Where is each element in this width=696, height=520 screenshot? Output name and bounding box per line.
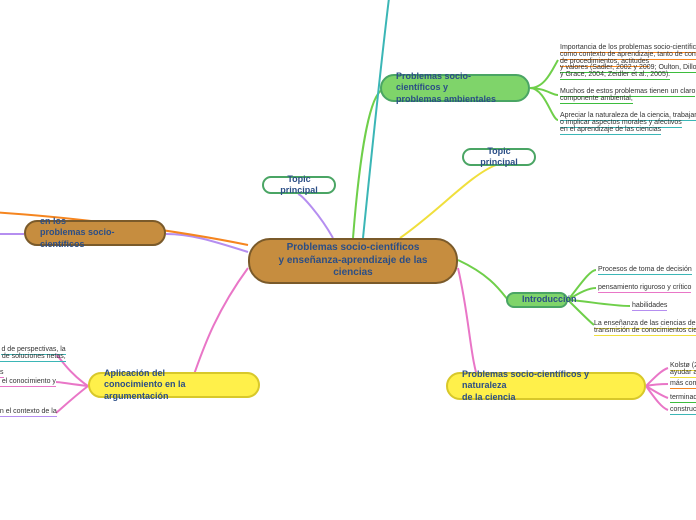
- edge: [530, 60, 558, 88]
- edge: [646, 386, 668, 410]
- leaf-text: Muchos de estos problemas tienen un clar…: [560, 88, 695, 102]
- branch-nat[interactable]: Problemas socio-científicos y naturaleza…: [446, 372, 646, 400]
- edge: [400, 165, 496, 238]
- topic-principal-2[interactable]: Topic principal: [462, 148, 536, 166]
- leaf-text: Apreciar la naturaleza de la ciencia, tr…: [560, 112, 696, 133]
- leaf-text: pensamiento riguroso y crítico: [598, 284, 691, 291]
- leaf-text: n el conocimiento y: [0, 378, 56, 385]
- leaf-text: s: [0, 369, 4, 376]
- edge: [646, 368, 668, 386]
- branch-enlos[interactable]: en los problemas socio-científicos: [24, 220, 166, 246]
- leaf-text: on el contexto de la: [0, 408, 57, 415]
- leaf-text: Procesos de toma de decisión: [598, 266, 692, 273]
- edge: [363, 0, 390, 238]
- edge: [166, 234, 248, 252]
- leaf-text: terminada: [670, 394, 696, 401]
- topic-principal-1[interactable]: Topic principal: [262, 176, 336, 194]
- branch-intro[interactable]: Introducción: [506, 292, 568, 308]
- leaf-text: habilidades: [632, 302, 667, 309]
- edge: [56, 386, 88, 413]
- edge: [646, 386, 668, 398]
- leaf-text: La enseñanza de las ciencias debetransmi…: [594, 320, 696, 334]
- edge: [458, 268, 480, 385]
- leaf-text: más comp: [670, 380, 696, 387]
- edge: [353, 90, 382, 238]
- edge: [646, 384, 668, 386]
- leaf-text: Importancia de los problemas socio-cient…: [560, 44, 696, 65]
- edge: [458, 260, 508, 300]
- leaf-text: y valores (Sadler, 2002 y 2009; Oulton, …: [560, 64, 696, 78]
- edge: [530, 88, 558, 95]
- leaf-text: Kolstø (20ayudar a j: [670, 362, 696, 376]
- edge: [568, 300, 630, 306]
- branch-env[interactable]: Problemas socio-científicos y problemas …: [380, 74, 530, 102]
- branch-aplic[interactable]: Aplicación del conocimiento en la argume…: [88, 372, 260, 398]
- leaf-text: construcc: [670, 406, 696, 413]
- edge: [56, 382, 88, 386]
- leaf-text: d de perspectivas, laa de soluciones net…: [0, 346, 66, 360]
- edge: [298, 194, 333, 238]
- edge: [530, 88, 558, 120]
- central-node[interactable]: Problemas socio-científicos y enseñanza-…: [248, 238, 458, 284]
